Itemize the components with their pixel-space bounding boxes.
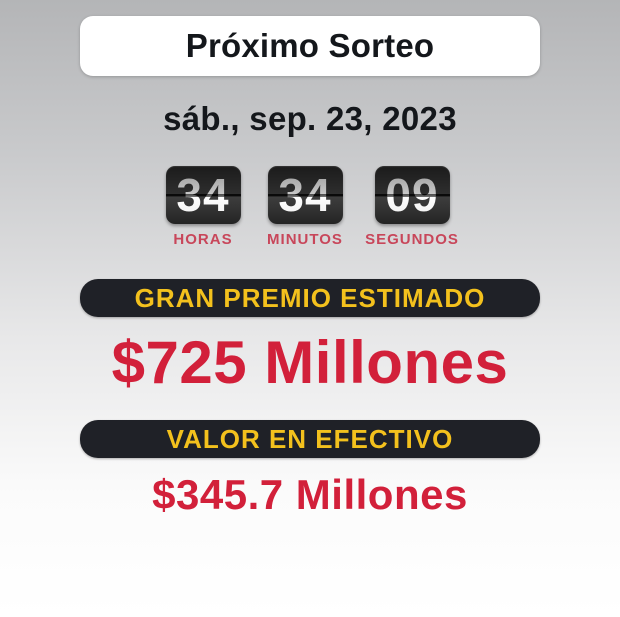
flip-hinge [267,194,343,197]
countdown-unit-hours: 34 HORAS [152,166,254,248]
jackpot-label-pill: GRAN PREMIO ESTIMADO [80,279,540,317]
flip-tile-minutes: 34 [267,166,343,224]
countdown-unit-seconds: 09 SEGUNDOS [356,166,468,248]
jackpot-label: GRAN PREMIO ESTIMADO [134,282,486,313]
next-draw-header: Próximo Sorteo [80,16,540,76]
draw-date: sáb., sep. 23, 2023 [163,100,457,137]
jackpot-amount: $725 Millones [111,329,509,396]
flip-hinge [374,194,450,197]
next-draw-title: Próximo Sorteo [185,27,435,64]
cash-value-label: VALOR EN EFECTIVO [166,423,454,454]
countdown-unit-minutes: 34 MINUTOS [254,166,356,248]
flip-hinge [165,194,241,197]
countdown-timer: 34 HORAS 34 MINUTOS 09 SEGUNDOS [0,166,620,248]
flip-tile-hours: 34 [165,166,241,224]
cash-value-amount: $345.7 Millones [152,471,468,518]
seconds-label: SEGUNDOS [365,231,459,248]
flip-tile-seconds: 09 [374,166,450,224]
hours-label: HORAS [173,231,233,248]
cash-value-label-pill: VALOR EN EFECTIVO [80,420,540,458]
minutes-label: MINUTOS [267,231,343,248]
